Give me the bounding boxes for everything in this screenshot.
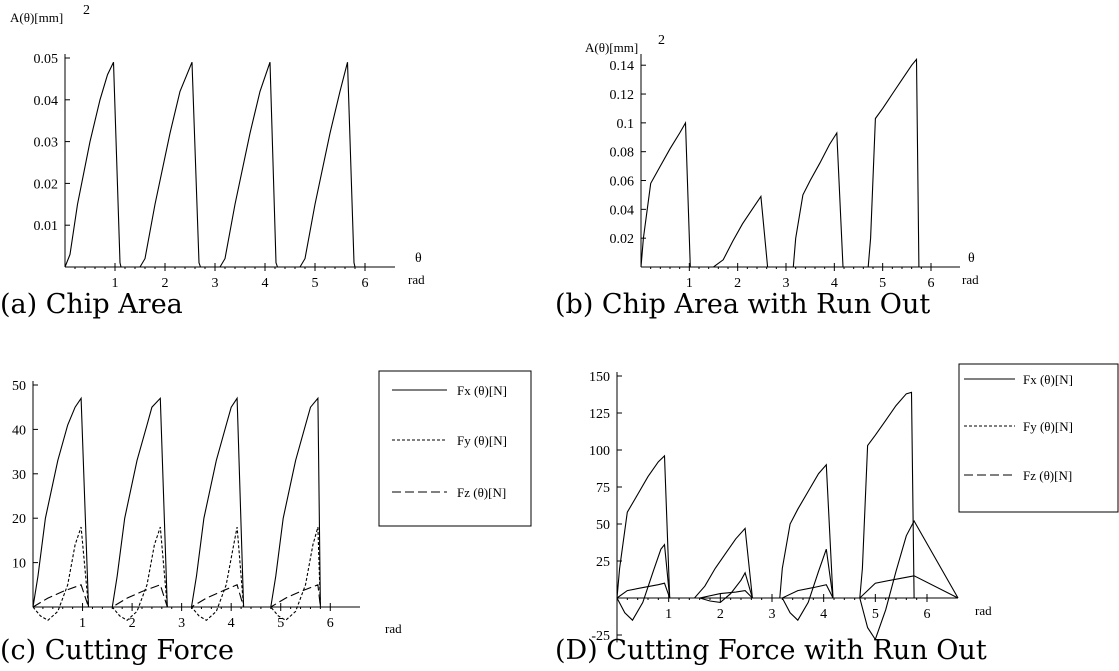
y-tick-label: 0.06 [610, 175, 635, 190]
legend-box [958, 363, 1119, 513]
x-tick-label: 2 [129, 616, 136, 631]
chart-chip-area: 1 2 3 4 5 6 0.01 0.02 0.03 0.04 0.05 A(θ)[mm] 2 θ rad [10, 3, 425, 291]
y-tick-label: 150 [589, 370, 610, 385]
x-tick-label: 6 [924, 607, 931, 622]
x-tick-label: 5 [312, 276, 319, 291]
caption-c: (c) Cutting Force [0, 635, 234, 666]
legend-box [378, 370, 532, 527]
y-tick-label: 20 [12, 512, 26, 527]
x-tick-label: 1 [686, 276, 693, 291]
legend-entry: Fz (θ)[N] [1023, 468, 1072, 483]
y-tick-label: 0.08 [610, 146, 635, 161]
series-line-1 [32, 396, 321, 608]
x-tick-label: 6 [362, 276, 369, 291]
x-tick-label: 4 [262, 276, 269, 291]
x-unit-label: rad [385, 621, 402, 636]
x-tick-label: 1 [79, 616, 86, 631]
y-tick-label: 100 [589, 444, 610, 459]
y-tick-label: 0.02 [610, 232, 635, 247]
y-tick-label: 10 [12, 557, 26, 572]
y-tick-label: 0.12 [610, 88, 635, 103]
caption-b: (b) Chip Area with Run Out [555, 289, 931, 320]
chart-cutting-force: 1 2 3 4 5 6 10 20 30 40 50 rad Fx (θ)[N] Fy (θ)[N] Fz … [12, 370, 532, 636]
y-tick-label: 0.02 [34, 177, 59, 192]
x-tick-label: 2 [734, 276, 741, 291]
y-tick-label: 125 [589, 407, 610, 422]
legend-entry: Fx (θ)[N] [1023, 372, 1073, 387]
x-unit-label: rad [962, 272, 979, 287]
series-line-3 [616, 575, 959, 599]
y-axis-label-superscript: 2 [83, 3, 90, 18]
y-tick-label: 25 [596, 555, 610, 570]
x-tick-label: 4 [820, 607, 827, 622]
y-axis-label: A(θ)[mm] [10, 10, 63, 25]
y-tick-label: 0.01 [34, 219, 59, 234]
x-tick-label: 5 [277, 616, 284, 631]
y-axis-label-superscript: 2 [658, 33, 665, 48]
x-tick-label: 4 [831, 276, 838, 291]
caption-a: (a) Chip Area [0, 289, 183, 320]
x-tick-label: 4 [228, 616, 235, 631]
x-tick-label: 3 [178, 616, 185, 631]
y-tick-label: 50 [12, 379, 26, 394]
legend-entry: Fy (θ)[N] [457, 433, 507, 448]
x-axis-label: θ [968, 251, 975, 266]
legend-entry: Fz (θ)[N] [457, 485, 506, 500]
series-line-3 [32, 584, 321, 608]
y-tick-label: 0.04 [34, 94, 59, 109]
x-unit-label: rad [975, 603, 992, 618]
y-tick-label: -25 [591, 629, 610, 644]
x-tick-label: 2 [162, 276, 169, 291]
y-tick-label: 0.05 [34, 52, 59, 67]
x-tick-label: 5 [879, 276, 886, 291]
chart-cutting-force-run-out: 1 2 3 4 5 6 -25 25 50 75 100 125 150 rad Fx (θ)[N] Fy (… [589, 363, 1119, 644]
y-tick-label: 0.1 [617, 117, 635, 132]
chart-chip-area-run-out: 1 2 3 4 5 6 0.02 0.04 0.06 0.08 0.1 0.12 0.14 A(θ)[mm… [585, 33, 979, 291]
y-tick-label: 40 [12, 423, 26, 438]
legend-entry: Fy (θ)[N] [1023, 419, 1073, 434]
y-tick-label: 50 [596, 518, 610, 533]
legend-entry: Fx (θ)[N] [457, 383, 507, 398]
y-tick-label: 0.03 [34, 136, 59, 151]
series-line-1 [640, 57, 960, 268]
series-line-1 [616, 391, 958, 599]
y-axis-label: A(θ)[mm] [585, 40, 638, 55]
x-tick-label: 1 [665, 607, 672, 622]
x-tick-label: 1 [112, 276, 119, 291]
x-axis-label: θ [415, 251, 422, 266]
y-tick-label: 0.14 [610, 59, 635, 74]
x-tick-label: 3 [769, 607, 776, 622]
x-tick-label: 3 [783, 276, 790, 291]
x-unit-label: rad [408, 272, 425, 287]
series-line-2 [32, 526, 321, 621]
y-tick-label: 75 [596, 481, 610, 496]
x-tick-label: 3 [212, 276, 219, 291]
series-line-1 [64, 61, 395, 268]
x-tick-label: 6 [928, 276, 935, 291]
x-tick-label: 2 [717, 607, 724, 622]
x-tick-label: 6 [327, 616, 334, 631]
x-tick-label: 5 [872, 607, 879, 622]
y-tick-label: 30 [12, 468, 26, 483]
caption-d: (D) Cutting Force with Run Out [555, 635, 987, 666]
y-tick-label: 0.04 [610, 203, 635, 218]
